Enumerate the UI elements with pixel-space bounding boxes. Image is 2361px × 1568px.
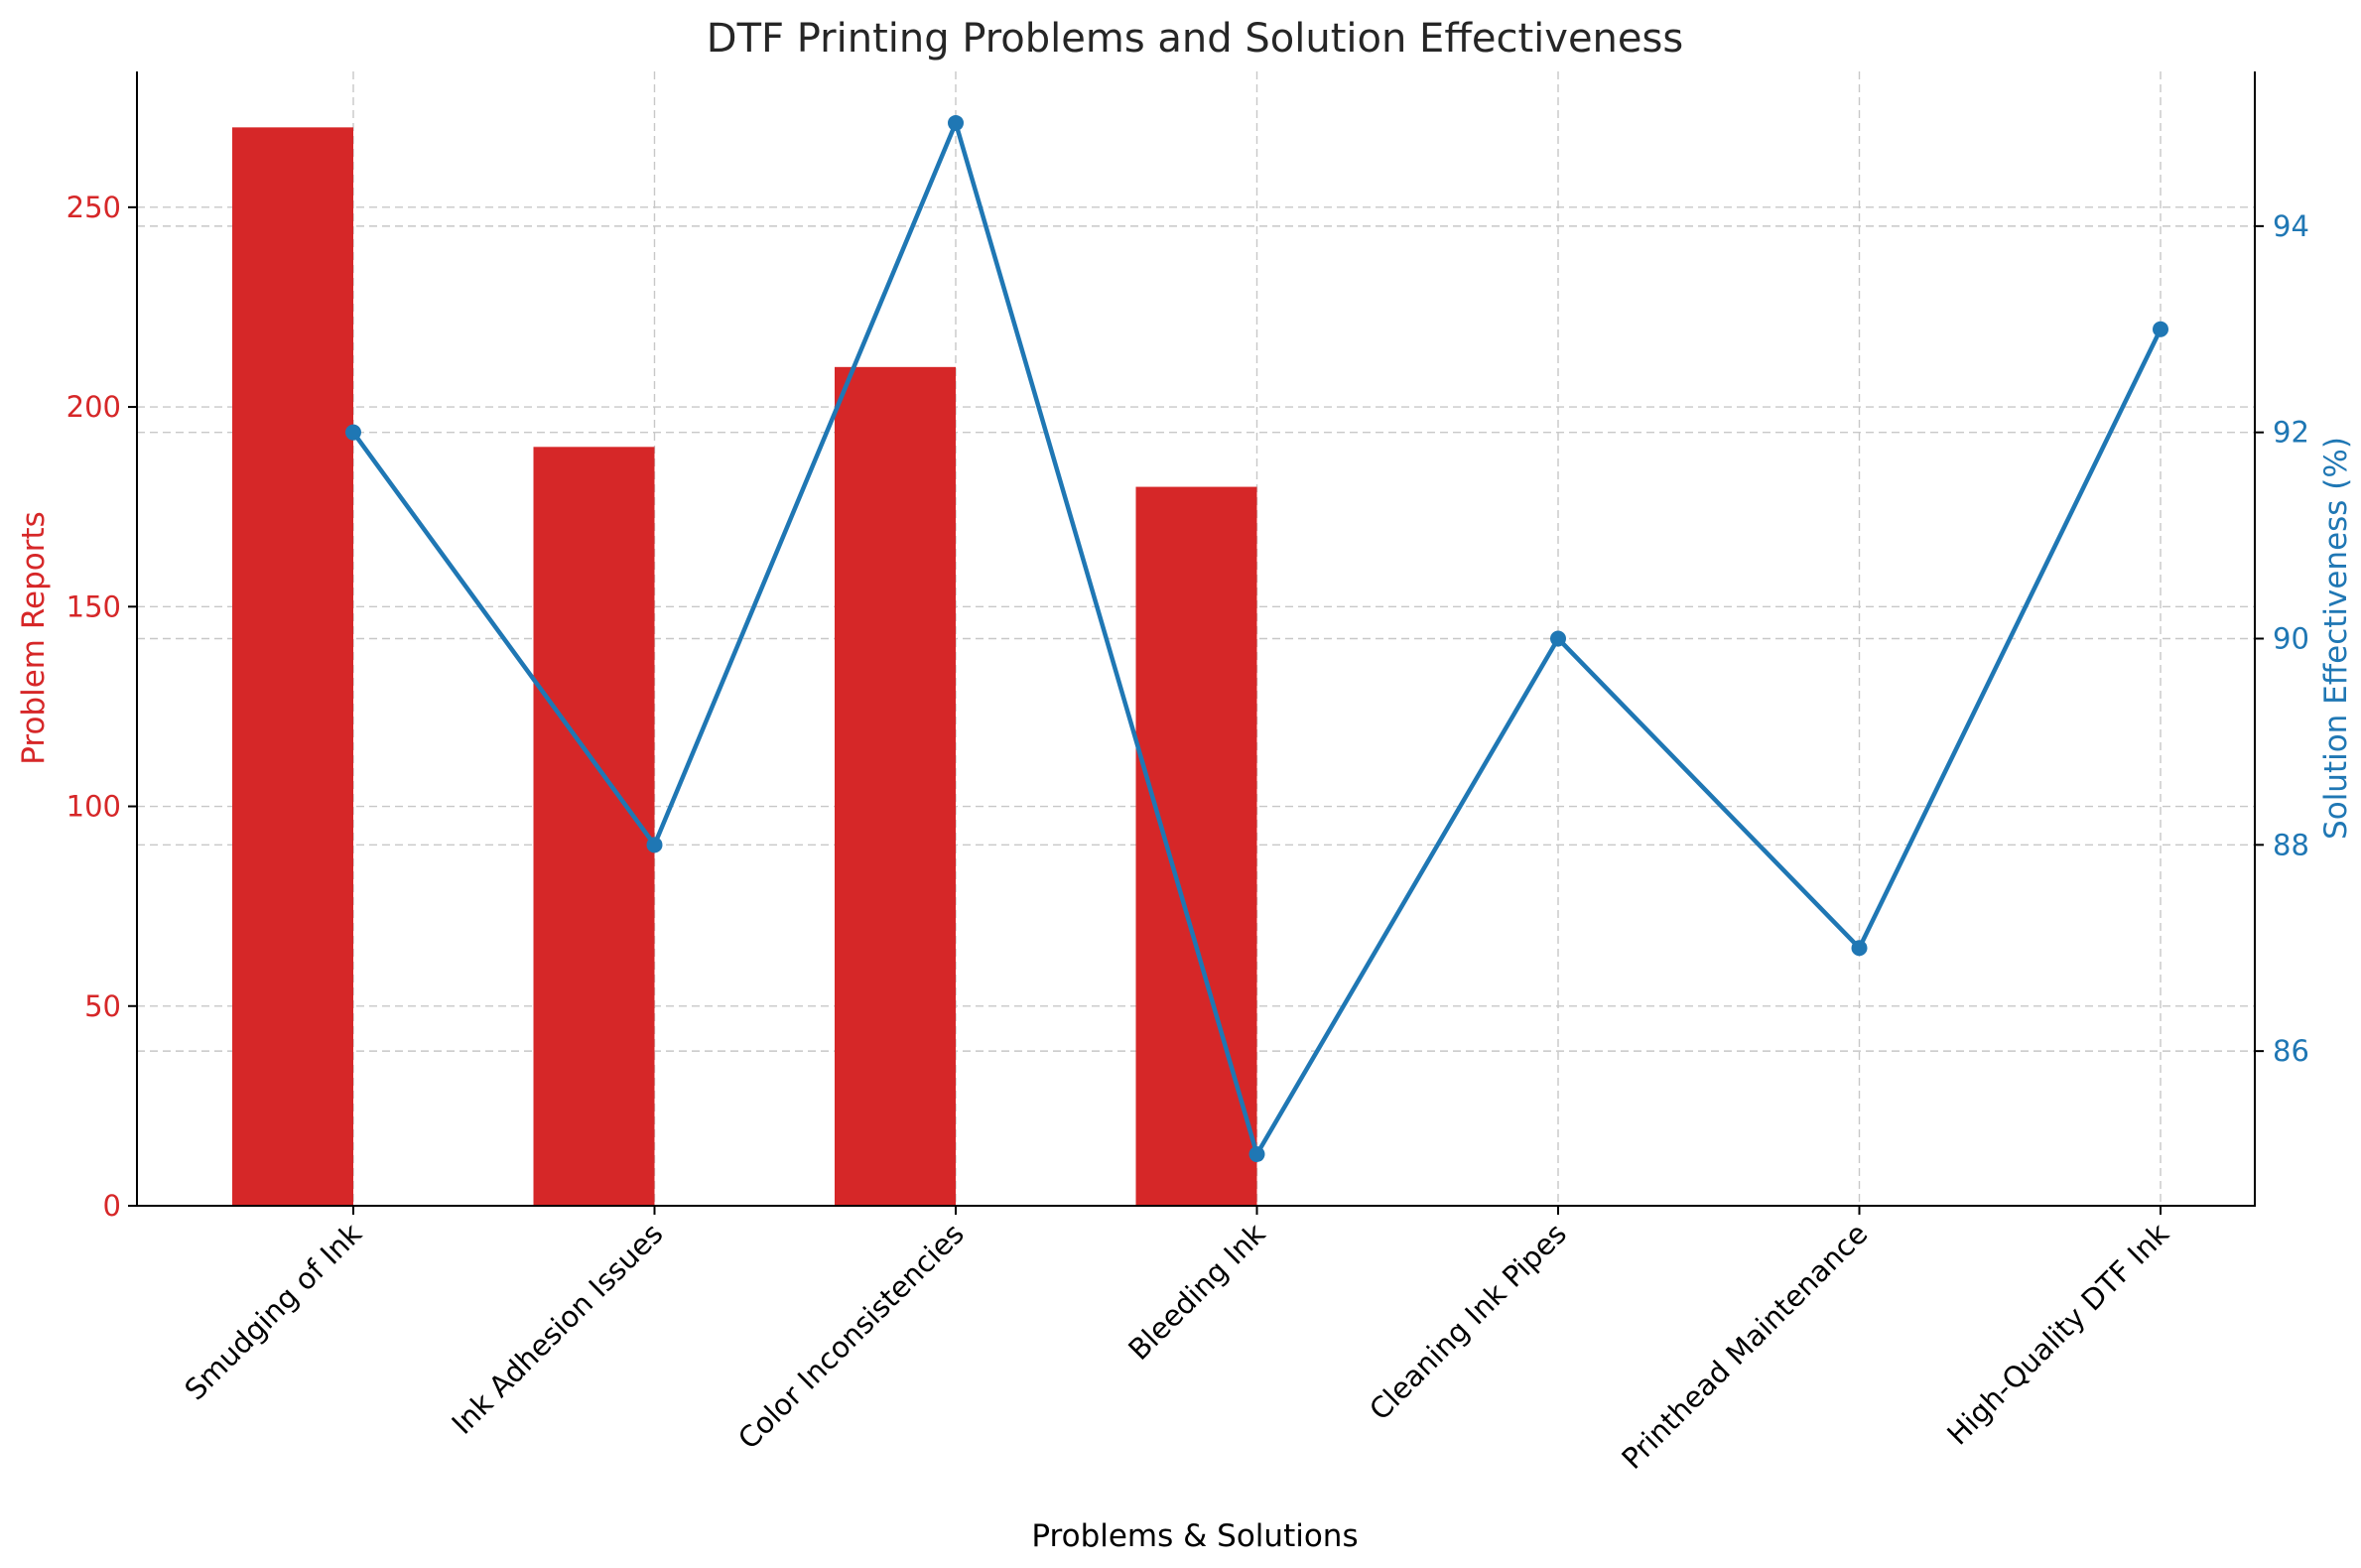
y-axis-right-label: Solution Effectiveness (%) bbox=[2318, 437, 2354, 840]
y-left-tick-label: 250 bbox=[66, 191, 121, 224]
effectiveness-point-0 bbox=[345, 424, 361, 441]
y-right-tick-label: 94 bbox=[2273, 209, 2309, 243]
effectiveness-point-5 bbox=[1851, 940, 1868, 957]
x-tick-label: Smudging of Ink bbox=[178, 1217, 368, 1407]
effectiveness-point-1 bbox=[646, 837, 663, 853]
x-tick-label: Bleeding Ink bbox=[1121, 1217, 1271, 1367]
bar-layer bbox=[232, 127, 1257, 1207]
y-left-tick-label: 100 bbox=[66, 790, 121, 824]
effectiveness-point-2 bbox=[948, 114, 964, 131]
x-tick-label: Cleaning Ink Pipes bbox=[1363, 1217, 1573, 1427]
bar-1 bbox=[533, 447, 655, 1206]
line-layer bbox=[345, 114, 2168, 1163]
chart-title: DTF Printing Problems and Solution Effec… bbox=[707, 16, 1683, 62]
y-left-tick-label: 0 bbox=[103, 1189, 121, 1223]
x-axis-label: Problems & Solutions bbox=[1031, 1518, 1358, 1554]
effectiveness-point-6 bbox=[2153, 321, 2168, 337]
effectiveness-point-4 bbox=[1550, 630, 1566, 647]
y-right-tick-label: 88 bbox=[2273, 828, 2309, 861]
y-right-tick-label: 90 bbox=[2273, 622, 2309, 656]
bar-2 bbox=[835, 366, 956, 1206]
y-right-tick-label: 92 bbox=[2273, 416, 2309, 450]
y-left-tick-label: 150 bbox=[66, 589, 121, 623]
x-tick-label: High-Quality DTF Ink bbox=[1940, 1217, 2175, 1452]
y-axis-left-label: Problem Reports bbox=[16, 511, 52, 765]
bar-0 bbox=[232, 127, 353, 1206]
x-tick-label: Ink Adhesion Issues bbox=[446, 1217, 670, 1441]
effectiveness-point-3 bbox=[1248, 1146, 1265, 1163]
x-tick-label: Color Inconsistencies bbox=[731, 1217, 971, 1456]
x-tick-label: Printhead Maintenance bbox=[1615, 1217, 1874, 1476]
y-left-tick-label: 200 bbox=[66, 390, 121, 424]
y-right-tick-label: 86 bbox=[2273, 1034, 2309, 1068]
y-left-tick-label: 50 bbox=[84, 989, 121, 1023]
